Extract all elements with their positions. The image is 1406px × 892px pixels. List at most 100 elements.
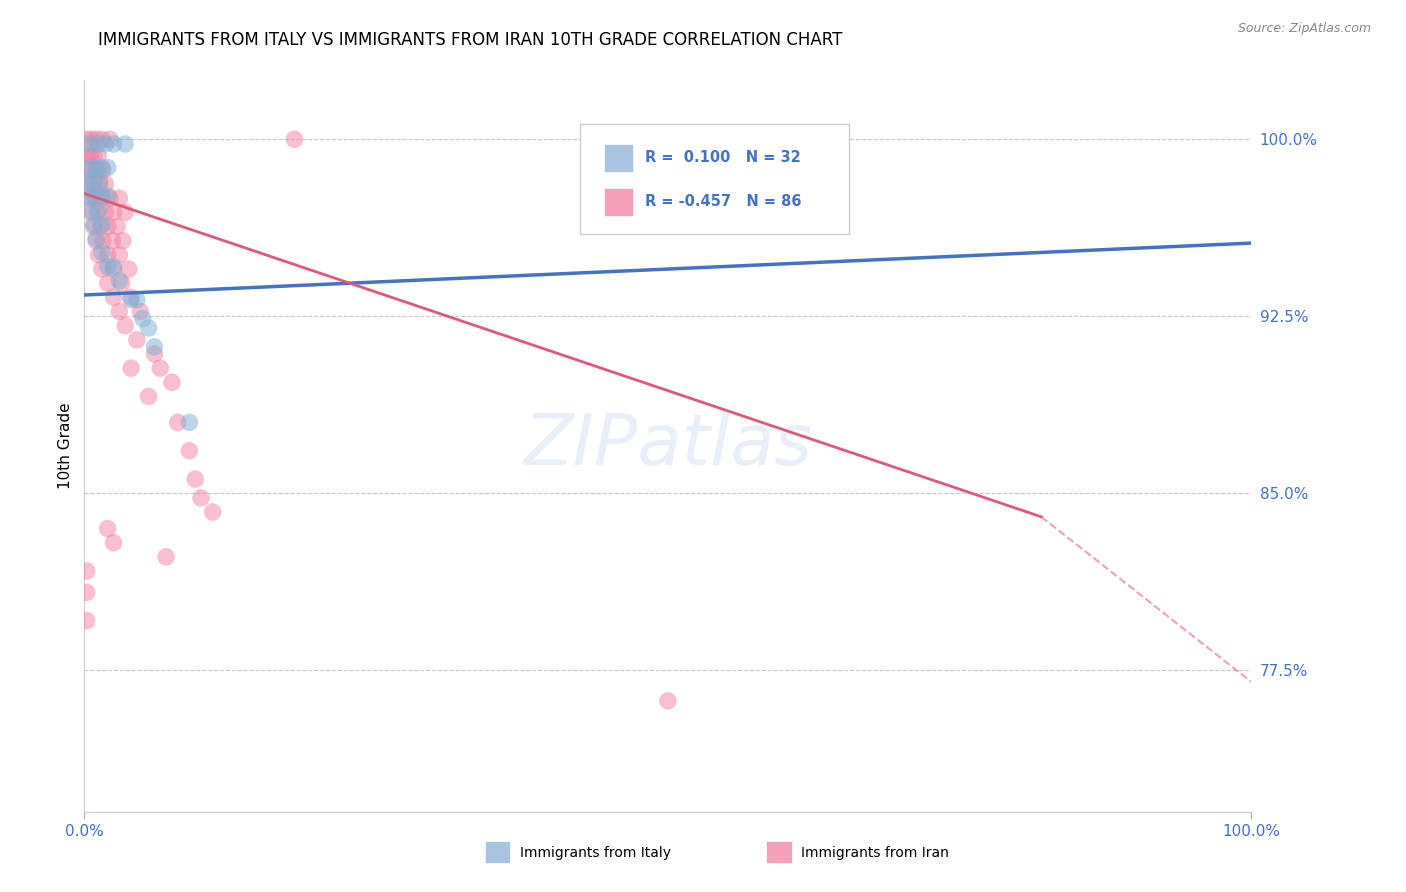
- Point: [149, 361, 172, 376]
- Point: [89, 177, 111, 191]
- Point: [97, 161, 120, 175]
- Y-axis label: 10th Grade: 10th Grade: [58, 402, 73, 490]
- Point: [76, 585, 98, 599]
- Point: [83, 219, 105, 234]
- Bar: [603, 144, 633, 171]
- Point: [143, 347, 166, 361]
- Point: [76, 614, 98, 628]
- Point: [114, 205, 136, 219]
- Point: [108, 304, 131, 318]
- Point: [114, 136, 136, 151]
- Point: [190, 491, 212, 505]
- Point: [90, 132, 112, 146]
- Point: [84, 132, 107, 146]
- Point: [98, 191, 121, 205]
- Text: ZIPatlas: ZIPatlas: [523, 411, 813, 481]
- Point: [83, 177, 105, 191]
- Point: [108, 191, 131, 205]
- Point: [283, 132, 305, 146]
- Point: [129, 304, 152, 318]
- Point: [83, 217, 105, 231]
- Point: [103, 262, 125, 277]
- Point: [97, 260, 120, 274]
- Point: [114, 318, 136, 333]
- Point: [86, 163, 108, 178]
- Point: [97, 248, 120, 262]
- Point: [184, 472, 207, 486]
- Point: [79, 202, 101, 217]
- Point: [87, 202, 110, 217]
- Point: [138, 321, 160, 335]
- Point: [80, 205, 103, 219]
- Point: [76, 189, 98, 203]
- Point: [79, 191, 101, 205]
- Point: [103, 290, 125, 304]
- Point: [87, 248, 110, 262]
- Point: [118, 262, 141, 277]
- Text: Source: ZipAtlas.com: Source: ZipAtlas.com: [1237, 22, 1371, 36]
- Point: [83, 189, 105, 203]
- Point: [90, 189, 112, 203]
- Point: [166, 416, 188, 430]
- Point: [79, 161, 101, 175]
- Point: [111, 276, 134, 290]
- Point: [87, 149, 110, 163]
- Point: [657, 132, 679, 146]
- Point: [79, 136, 101, 151]
- Point: [76, 175, 98, 189]
- Point: [103, 205, 125, 219]
- Point: [90, 217, 112, 231]
- Point: [79, 149, 101, 163]
- Bar: [603, 188, 633, 216]
- Point: [90, 245, 112, 260]
- Point: [86, 205, 108, 219]
- Point: [84, 231, 107, 245]
- FancyBboxPatch shape: [581, 124, 849, 234]
- Point: [105, 219, 128, 234]
- Point: [94, 205, 117, 219]
- Point: [97, 219, 120, 234]
- Point: [76, 132, 98, 146]
- Point: [76, 163, 98, 178]
- Text: Immigrants from Iran: Immigrants from Iran: [801, 846, 949, 860]
- Point: [179, 443, 201, 458]
- Point: [132, 311, 155, 326]
- Point: [80, 132, 103, 146]
- Point: [91, 163, 114, 178]
- Point: [111, 234, 134, 248]
- Point: [76, 149, 98, 163]
- Point: [90, 219, 112, 234]
- Point: [179, 416, 201, 430]
- Point: [103, 535, 125, 549]
- Point: [108, 274, 131, 288]
- Point: [83, 149, 105, 163]
- Point: [83, 175, 105, 189]
- Point: [125, 333, 148, 347]
- Text: Immigrants from Italy: Immigrants from Italy: [520, 846, 671, 860]
- Point: [120, 361, 142, 376]
- Point: [90, 191, 112, 205]
- Point: [97, 276, 120, 290]
- Point: [143, 340, 166, 354]
- Text: IMMIGRANTS FROM ITALY VS IMMIGRANTS FROM IRAN 10TH GRADE CORRELATION CHART: IMMIGRANTS FROM ITALY VS IMMIGRANTS FROM…: [98, 31, 842, 49]
- Point: [84, 191, 107, 205]
- Point: [657, 694, 679, 708]
- Point: [84, 234, 107, 248]
- Text: R = -0.457   N = 86: R = -0.457 N = 86: [644, 194, 801, 210]
- Point: [98, 132, 121, 146]
- Point: [94, 177, 117, 191]
- Point: [90, 161, 112, 175]
- Point: [160, 376, 183, 390]
- Point: [90, 262, 112, 277]
- Point: [138, 389, 160, 403]
- Point: [97, 189, 120, 203]
- Point: [155, 549, 177, 564]
- Point: [84, 161, 107, 175]
- Point: [89, 175, 111, 189]
- Point: [201, 505, 224, 519]
- Point: [103, 136, 125, 151]
- Point: [82, 163, 104, 178]
- Point: [87, 136, 110, 151]
- Point: [94, 136, 117, 151]
- Point: [76, 564, 98, 578]
